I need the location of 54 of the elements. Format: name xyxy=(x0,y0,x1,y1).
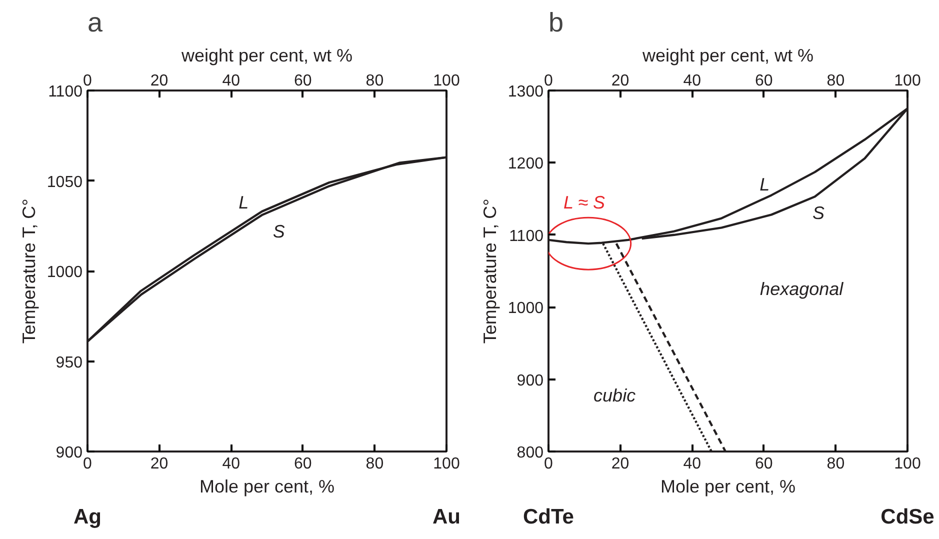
x2-tick-label: 80 xyxy=(366,456,384,472)
annotation: cubic xyxy=(594,386,636,406)
x-tick-label: 40 xyxy=(222,72,240,90)
x2-tick-label: 60 xyxy=(294,456,312,472)
x2-axis-title: weight per cent, wt % xyxy=(641,46,814,66)
x-tick-label: 100 xyxy=(433,72,460,90)
x-tick-label: 60 xyxy=(755,72,773,90)
text: CdSe xyxy=(880,506,934,528)
annotation: S xyxy=(272,221,285,242)
x-tick-label: 20 xyxy=(611,72,630,90)
y-tick-label: 950 xyxy=(56,354,83,372)
chart-title: b xyxy=(548,8,564,38)
annotation: L xyxy=(760,174,770,194)
x2-tick-label: 0 xyxy=(83,456,92,472)
x-tick-label: 40 xyxy=(683,72,702,90)
x2-tick-label: 0 xyxy=(544,456,554,472)
y-tick-label: 1000 xyxy=(46,264,83,281)
x2-tick-label: 100 xyxy=(433,456,460,472)
y-tick-label: 900 xyxy=(56,444,83,462)
annotation: L ≈ S xyxy=(563,192,606,212)
x-tick-label: 60 xyxy=(294,72,312,90)
y-tick-label: 1000 xyxy=(508,300,544,318)
x-axis-title: Mole per cent, % xyxy=(199,476,335,496)
annotation: hexagonal xyxy=(760,279,844,300)
annotation: L xyxy=(238,192,249,212)
chart-title: a xyxy=(88,8,104,38)
y-tick-label: 800 xyxy=(516,444,544,462)
x2-axis-title: weight per cent, wt % xyxy=(180,46,353,66)
y-tick-label: 1050 xyxy=(46,174,83,191)
x2-tick-label: 40 xyxy=(222,456,240,472)
x2-tick-label: 60 xyxy=(755,456,773,472)
x-tick-label: 80 xyxy=(366,72,384,90)
x-tick-label: 0 xyxy=(83,72,92,90)
y-tick-label: 1200 xyxy=(508,156,544,173)
x-tick-label: 100 xyxy=(894,72,921,90)
y-axis-title: Temperature T, C° xyxy=(18,198,39,344)
text: CdTe xyxy=(523,506,574,528)
y-tick-label: 900 xyxy=(516,372,544,390)
y-tick-label: 1100 xyxy=(509,228,544,245)
annotation: S xyxy=(812,203,824,224)
text: Ag xyxy=(74,506,102,528)
x2-tick-label: 80 xyxy=(826,456,845,472)
x2-tick-label: 20 xyxy=(150,456,168,472)
y-axis-title: Temperature T, C° xyxy=(480,198,500,344)
x2-tick-label: 20 xyxy=(611,456,630,472)
x-axis-title: Mole per cent, % xyxy=(660,476,796,496)
x-tick-label: 0 xyxy=(544,72,554,90)
y-tick-label: 1300 xyxy=(508,84,544,100)
x-tick-label: 80 xyxy=(826,72,845,90)
y-tick-label: 1100 xyxy=(48,84,83,100)
x-tick-label: 20 xyxy=(150,72,168,90)
x2-tick-label: 40 xyxy=(683,456,702,472)
x2-tick-label: 100 xyxy=(894,456,921,472)
text: Au xyxy=(432,506,461,528)
